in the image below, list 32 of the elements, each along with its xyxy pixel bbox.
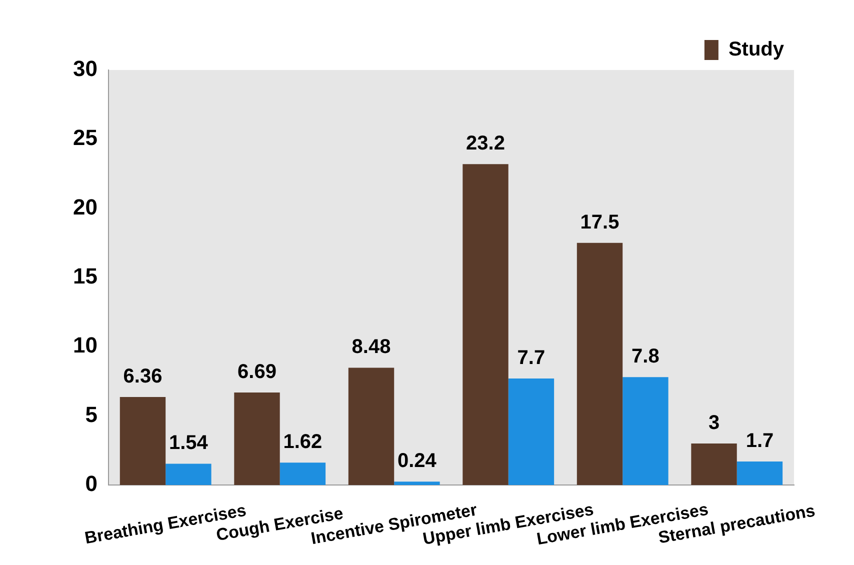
- data-label: 7.7: [517, 347, 546, 369]
- bar: [622, 377, 668, 485]
- data-label: 7.8: [632, 346, 660, 368]
- bar: [691, 444, 737, 485]
- data-label: 6.69: [238, 360, 276, 383]
- data-label: 3: [708, 412, 720, 434]
- bar: [280, 462, 326, 485]
- bar: [508, 378, 554, 485]
- data-label: 0.24: [397, 450, 438, 472]
- data-label: 1.62: [283, 431, 322, 454]
- bar: [576, 242, 623, 485]
- bar: [166, 464, 212, 485]
- bar: [120, 397, 166, 485]
- y-tick-label: 0: [85, 471, 98, 496]
- data-label: 17.5: [580, 211, 620, 234]
- bar: [348, 368, 394, 485]
- data-label: 6.36: [123, 366, 162, 388]
- bar: [462, 164, 508, 485]
- data-label: 1.54: [168, 432, 209, 454]
- bar: [234, 392, 280, 485]
- y-tick-label: 20: [72, 194, 98, 220]
- bar: [394, 482, 440, 485]
- legend-label: Study: [728, 38, 785, 61]
- y-tick-label: 5: [85, 402, 98, 427]
- data-label: 23.2: [466, 132, 505, 155]
- y-tick-label: 10: [72, 332, 98, 358]
- y-tick-label: 25: [72, 125, 98, 150]
- data-label: 8.48: [352, 336, 391, 358]
- y-tick-label: 15: [72, 264, 98, 289]
- bar: [736, 461, 783, 485]
- data-label: 1.7: [746, 430, 774, 452]
- y-tick-label: 30: [72, 56, 98, 82]
